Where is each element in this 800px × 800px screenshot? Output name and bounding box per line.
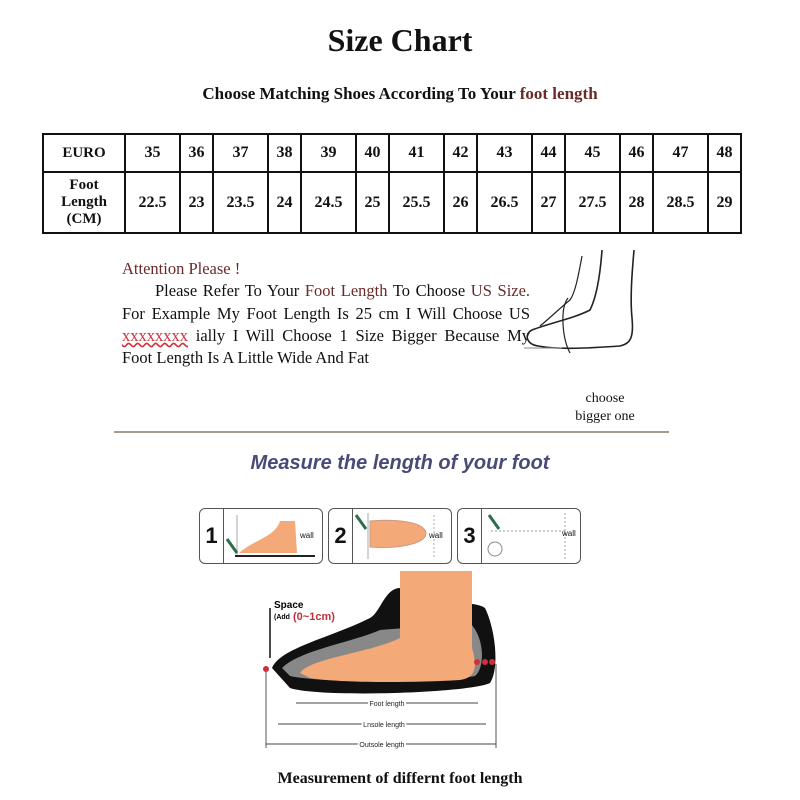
- measure-title: Measure the length of your foot: [250, 452, 550, 474]
- euro-size-cell: 39: [300, 133, 357, 173]
- euro-size-cell: 38: [267, 133, 302, 173]
- foot-length-cell: 26.5: [476, 171, 533, 234]
- attention-heading: Attention Please !: [122, 259, 241, 278]
- subtitle-text: Choose Matching Shoes According To Your: [202, 84, 516, 103]
- choose-bigger-caption: choose bigger one: [575, 391, 635, 424]
- svg-text:Space: Space: [274, 600, 304, 611]
- euro-size-cell: 35: [124, 133, 181, 173]
- euro-size-cell: 37: [212, 133, 269, 173]
- euro-size-cell: 44: [531, 133, 566, 173]
- foot-length-cell: 28: [619, 171, 654, 234]
- foot-length-label: Foot Length (CM): [42, 171, 126, 234]
- euro-size-cell: 40: [355, 133, 390, 173]
- foot-length-cell: 23.5: [212, 171, 269, 234]
- subtitle: Choose Matching Shoes According To Your …: [0, 84, 800, 104]
- euro-label: EURO: [42, 133, 126, 173]
- step-1: 1 wall: [199, 508, 323, 564]
- euro-row: EURO 35 36 37 38 39 40 41 42 43 44 45 46 47 48: [42, 133, 742, 173]
- foot-top-icon: [354, 513, 435, 559]
- step-3: 3 wall: [457, 508, 581, 564]
- euro-size-cell: 41: [388, 133, 445, 173]
- foot-length-cell: 24.5: [300, 171, 357, 234]
- shoe-diagram-icon: Space (Add (0~1cm) Foot length Lnsole le…: [263, 571, 497, 751]
- euro-size-cell: 48: [707, 133, 742, 173]
- euro-size-cell: 45: [564, 133, 621, 173]
- foot-length-cell: 25.5: [388, 171, 445, 234]
- foot-length-cell: 29: [707, 171, 742, 234]
- euro-size-cell: 43: [476, 133, 533, 173]
- foot-length-cell: 27.5: [564, 171, 621, 234]
- euro-size-cell: 36: [179, 133, 214, 173]
- foot-length-row: Foot Length (CM) 22.5 23 23.5 24 24.5 25 25.5 26 2…: [42, 171, 742, 234]
- subtitle-highlight: foot length: [519, 84, 598, 103]
- svg-text:Outsole length: Outsole length: [359, 742, 404, 749]
- euro-size-cell: 42: [443, 133, 478, 173]
- step-2: 2 wall: [328, 508, 452, 564]
- foot-length-cell: 26: [443, 171, 478, 234]
- svg-text:(Add: (Add: [274, 614, 290, 621]
- svg-text:(0~1cm): (0~1cm): [293, 611, 335, 623]
- foot-length-cell: 23: [179, 171, 214, 234]
- foot-length-cell: 22.5: [124, 171, 181, 234]
- bottom-caption: Measurement of differnt foot length: [277, 770, 523, 787]
- foot-length-cell: 28.5: [652, 171, 709, 234]
- foot-side-icon: [225, 515, 315, 557]
- euro-size-cell: 47: [652, 133, 709, 173]
- measure-icon: [487, 513, 566, 559]
- page-title: Size Chart: [327, 22, 473, 58]
- size-table: EURO 35 36 37 38 39 40 41 42 43 44 45 46 47 48 Foot Le…: [42, 133, 742, 234]
- attention-text: Attention Please ! Please Refer To Your …: [122, 259, 531, 368]
- foot-sketch-icon: [524, 249, 635, 354]
- foot-length-cell: 27: [531, 171, 566, 234]
- divider: [114, 431, 669, 433]
- foot-length-cell: 25: [355, 171, 390, 234]
- foot-length-cell: 24: [267, 171, 302, 234]
- svg-text:Lnsole length: Lnsole length: [363, 722, 405, 729]
- svg-text:Foot length: Foot length: [369, 701, 404, 708]
- euro-size-cell: 46: [619, 133, 654, 173]
